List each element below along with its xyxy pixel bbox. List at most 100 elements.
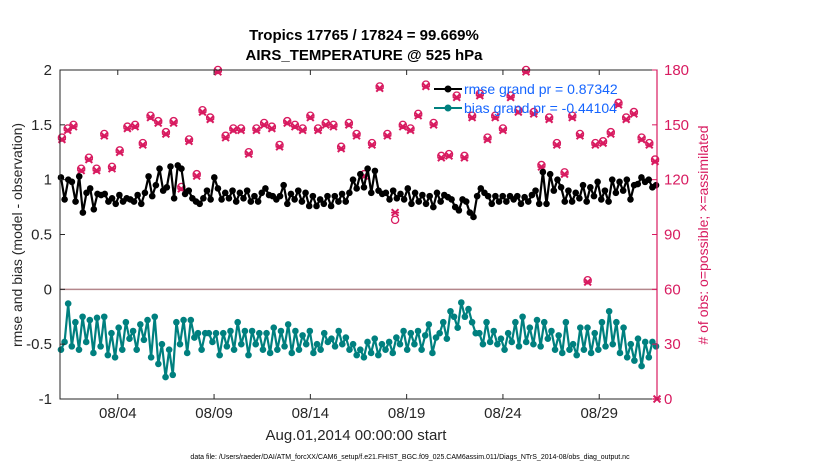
series-point-1 [530, 340, 537, 348]
obs-assimilated-point [92, 166, 101, 175]
series-point-1 [274, 346, 281, 353]
obs-assimilated-point [375, 84, 384, 93]
obs-assimilated-point [367, 140, 377, 150]
ticks: 08/04 08/09 08/14 08/19 08/24 08/29 -1 -0.5 0 0.5… [26, 62, 689, 422]
series-point-1 [97, 343, 104, 350]
obs-possible-point [221, 131, 230, 141]
obs-possible-point [629, 107, 639, 117]
series-point-1 [533, 316, 541, 324]
obs-possible-series [57, 65, 660, 285]
series-point-0 [203, 187, 211, 194]
series-point-0 [503, 198, 510, 205]
obs-assimilated-point [130, 122, 140, 131]
series-point-1 [360, 354, 368, 361]
obs-possible-point [336, 142, 346, 152]
series-point-0 [393, 195, 401, 202]
series-point-1 [432, 334, 440, 341]
series-point-1 [501, 346, 508, 353]
obs-assimilated-series [57, 67, 662, 404]
obs-assimilated-point [69, 122, 78, 131]
series-point-1 [645, 354, 653, 361]
series-point-0 [61, 196, 68, 203]
obs-assimilated-point [275, 142, 284, 151]
obs-assimilated-point [498, 126, 508, 135]
obs-assimilated-point [468, 113, 477, 122]
y2-tick-label: 0 [664, 391, 672, 408]
obs-possible-point [92, 164, 101, 173]
obs-assimilated-point [313, 126, 323, 135]
series-point-0 [576, 195, 583, 202]
series-point-0 [243, 187, 251, 194]
series-point-1 [490, 327, 498, 335]
obs-assimilated-point [198, 107, 207, 117]
obs-possible-point [352, 129, 361, 139]
series-point-1 [519, 313, 526, 321]
obs-assimilated-point [506, 93, 515, 102]
series-point-1 [100, 313, 108, 321]
y-tick-label: -0.5 [26, 336, 52, 353]
obs-possible-point [490, 111, 500, 120]
series-point-0 [594, 178, 601, 186]
series-point-1 [468, 318, 476, 326]
obs-possible-point [169, 116, 178, 126]
legend: rmse grand pr = 0.87342 bias grand pr = … [434, 81, 618, 116]
obs-possible-point [437, 151, 446, 161]
series-point-1 [57, 346, 65, 353]
series-point-1 [241, 327, 249, 335]
series-point-1 [205, 329, 213, 337]
series-point-1 [605, 307, 613, 315]
series-point-0 [247, 198, 255, 205]
series-point-1 [104, 351, 112, 359]
series-point-1 [461, 313, 469, 321]
obs-assimilated-point [352, 131, 361, 140]
obs-possible-point [483, 133, 492, 142]
series-point-0 [572, 189, 580, 197]
series-point-0 [276, 192, 284, 200]
series-point-0 [57, 174, 65, 181]
series-point-1 [486, 338, 494, 346]
obs-assimilated-point [252, 126, 261, 135]
legend-rmse-marker [444, 85, 452, 93]
series-point-0 [210, 174, 218, 181]
obs-possible-point [591, 138, 600, 148]
obs-possible-point [69, 120, 78, 130]
series-point-1 [299, 332, 306, 339]
series-point-0 [214, 185, 222, 192]
obs-possible-point [290, 120, 300, 130]
series-point-0 [543, 200, 550, 208]
series-point-0 [517, 200, 525, 208]
series-point-0 [324, 192, 331, 200]
obs-possible-point [306, 111, 315, 120]
obs-possible-point [621, 113, 631, 122]
obs-assimilated-point [575, 131, 585, 140]
y-tick-label: 1 [44, 172, 52, 189]
series-point-0 [404, 185, 412, 192]
series-point-0 [495, 198, 503, 205]
series-point-0 [364, 165, 371, 172]
series-point-0 [163, 184, 171, 191]
series-point-0 [623, 176, 631, 183]
series-point-1 [173, 318, 180, 326]
series-point-1 [631, 357, 638, 364]
series-point-0 [200, 195, 207, 202]
series-point-0 [524, 198, 532, 205]
obs-possible-point [537, 160, 546, 170]
obs-possible-point [267, 122, 277, 131]
series-point-1 [562, 318, 570, 326]
series-point-0 [156, 165, 163, 172]
x-tick-label: 08/09 [195, 405, 233, 422]
series-point-0 [291, 196, 298, 203]
obs-possible-point [475, 89, 485, 99]
obs-possible-point [444, 149, 454, 159]
obs-possible-point [329, 120, 338, 130]
series-point-0 [561, 198, 569, 205]
series-point-1 [133, 346, 140, 353]
series-point-1 [425, 321, 433, 328]
series-point-1 [115, 324, 122, 332]
x-tick-label: 08/19 [388, 405, 426, 422]
obs-possible-point [544, 113, 554, 122]
obs-possible-point [506, 91, 515, 100]
obs-assimilated-point [229, 126, 238, 135]
x-tick-label: 08/29 [580, 405, 618, 422]
obs-assimilated-point [406, 126, 415, 135]
